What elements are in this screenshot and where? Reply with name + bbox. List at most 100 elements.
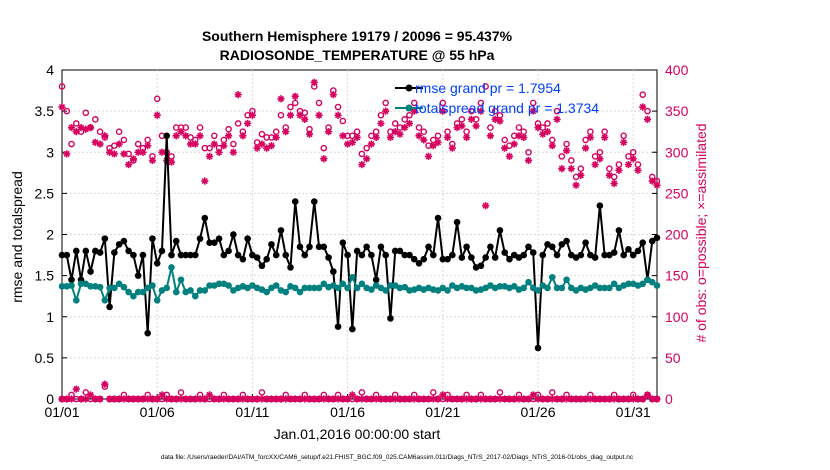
obs-assimilated-point xyxy=(58,103,66,111)
spread-point xyxy=(291,284,299,292)
rmse-point xyxy=(368,251,375,259)
rmse-point xyxy=(315,243,323,251)
obs-possible-point xyxy=(401,116,409,123)
spread-point xyxy=(601,284,608,292)
obs-assimilated-point xyxy=(643,391,652,399)
obs-assimilated-point xyxy=(167,158,176,166)
obs-assimilated-point xyxy=(353,395,361,403)
obs-assimilated-point xyxy=(177,128,185,136)
obs-possible-point xyxy=(610,173,618,181)
obs-assimilated-point xyxy=(106,395,114,403)
obs-assimilated-point xyxy=(329,91,337,99)
rmse-point xyxy=(344,251,351,259)
obs-possible-point xyxy=(358,389,366,396)
spread-point xyxy=(625,280,632,288)
tick-layer: 0 0.5 1 1.5 2 2.5 3 3.5 4 0 50 100 150 200 250 300 350 40… xyxy=(35,62,689,420)
y-tick-label-right: 150 xyxy=(665,268,689,284)
obs-possible-point xyxy=(182,124,190,131)
rmse-point xyxy=(87,268,94,275)
rmse-point xyxy=(353,247,361,255)
obs-possible-point xyxy=(525,148,532,156)
obs-possible-point xyxy=(606,165,613,172)
obs-assimilated-point xyxy=(286,111,295,119)
obs-possible-point xyxy=(153,95,161,103)
obs-assimilated-point xyxy=(562,395,571,403)
obs-assimilated-point xyxy=(562,147,571,155)
rmse-point xyxy=(287,264,294,271)
obs-assimilated-point xyxy=(515,395,523,403)
obs-assimilated-point xyxy=(524,156,533,165)
obs-assimilated-point xyxy=(86,391,95,399)
obs-possible-point xyxy=(568,157,575,164)
obs-possible-point xyxy=(458,116,466,123)
rmse-point xyxy=(449,251,456,259)
obs-assimilated-point xyxy=(348,138,356,146)
rmse-point xyxy=(548,243,556,251)
obs-possible-point xyxy=(225,125,232,133)
obs-assimilated-point xyxy=(267,142,276,150)
legend: rmse grand pr = 1.7954 totalspread grand… xyxy=(395,80,599,116)
spread-point xyxy=(130,292,137,300)
obs-assimilated-point xyxy=(615,166,623,174)
rmse-point xyxy=(215,235,223,242)
legend-rmse-label: rmse grand pr = 1.7954 xyxy=(415,80,561,96)
rmse-point xyxy=(491,254,499,261)
rmse-point xyxy=(101,235,109,242)
rmse-point xyxy=(63,251,71,259)
obs-possible-point xyxy=(58,83,66,90)
rmse-point xyxy=(391,247,399,255)
obs-assimilated-point xyxy=(277,95,285,103)
obs-possible-point xyxy=(68,140,75,148)
obs-possible-point xyxy=(120,136,128,144)
obs-possible-point xyxy=(287,103,294,111)
spread-point xyxy=(387,282,394,289)
rmse-point xyxy=(325,254,332,261)
obs-assimilated-point xyxy=(377,119,385,128)
obs-possible-point xyxy=(515,124,523,131)
obs-assimilated-point xyxy=(596,155,604,163)
rmse-point xyxy=(201,214,209,222)
spread-point xyxy=(68,282,75,289)
obs-assimilated-point xyxy=(491,395,499,403)
spread-point xyxy=(548,273,556,281)
obs-possible-point xyxy=(410,99,418,107)
obs-assimilated-point xyxy=(110,150,118,158)
rmse-point xyxy=(158,247,166,255)
obs-assimilated-point xyxy=(301,395,309,403)
rmse-point xyxy=(591,254,599,261)
obs-possible-point xyxy=(577,165,585,172)
obs-possible-point xyxy=(406,111,413,119)
obs-possible-point xyxy=(563,140,570,148)
rmse-point xyxy=(639,239,647,247)
obs-possible-point xyxy=(544,120,551,127)
rmse-point xyxy=(406,251,413,259)
obs-assimilated-point xyxy=(144,142,152,150)
rmse-point xyxy=(425,243,432,251)
spread-point xyxy=(168,264,175,271)
spread-point xyxy=(639,280,647,288)
obs-assimilated-point xyxy=(610,179,618,188)
rmse-point xyxy=(396,247,404,255)
y-tick-label-left: 4 xyxy=(46,62,54,78)
y-tick-label-right: 200 xyxy=(665,227,689,243)
obs-possible-point xyxy=(258,389,266,396)
spread-point xyxy=(177,276,185,284)
rmse-point xyxy=(191,251,199,259)
obs-possible-point xyxy=(382,99,389,107)
rmse-point xyxy=(458,254,466,261)
obs-assimilated-point xyxy=(115,395,123,403)
obs-assimilated-point xyxy=(210,140,218,148)
spread-point xyxy=(282,288,290,296)
obs-possible-point xyxy=(434,132,442,140)
obs-possible-point xyxy=(553,107,561,115)
obs-assimilated-point xyxy=(125,160,133,169)
rmse-point xyxy=(468,254,475,261)
rmse-point xyxy=(506,255,513,263)
obs-assimilated-point xyxy=(253,144,261,152)
obs-assimilated-point xyxy=(391,395,399,403)
x-tick-label: 01/11 xyxy=(235,404,269,420)
obs-assimilated-point xyxy=(582,144,590,152)
obs-assimilated-point xyxy=(125,395,133,403)
obs-assimilated-point xyxy=(434,395,442,403)
obs-assimilated-point xyxy=(648,395,656,403)
